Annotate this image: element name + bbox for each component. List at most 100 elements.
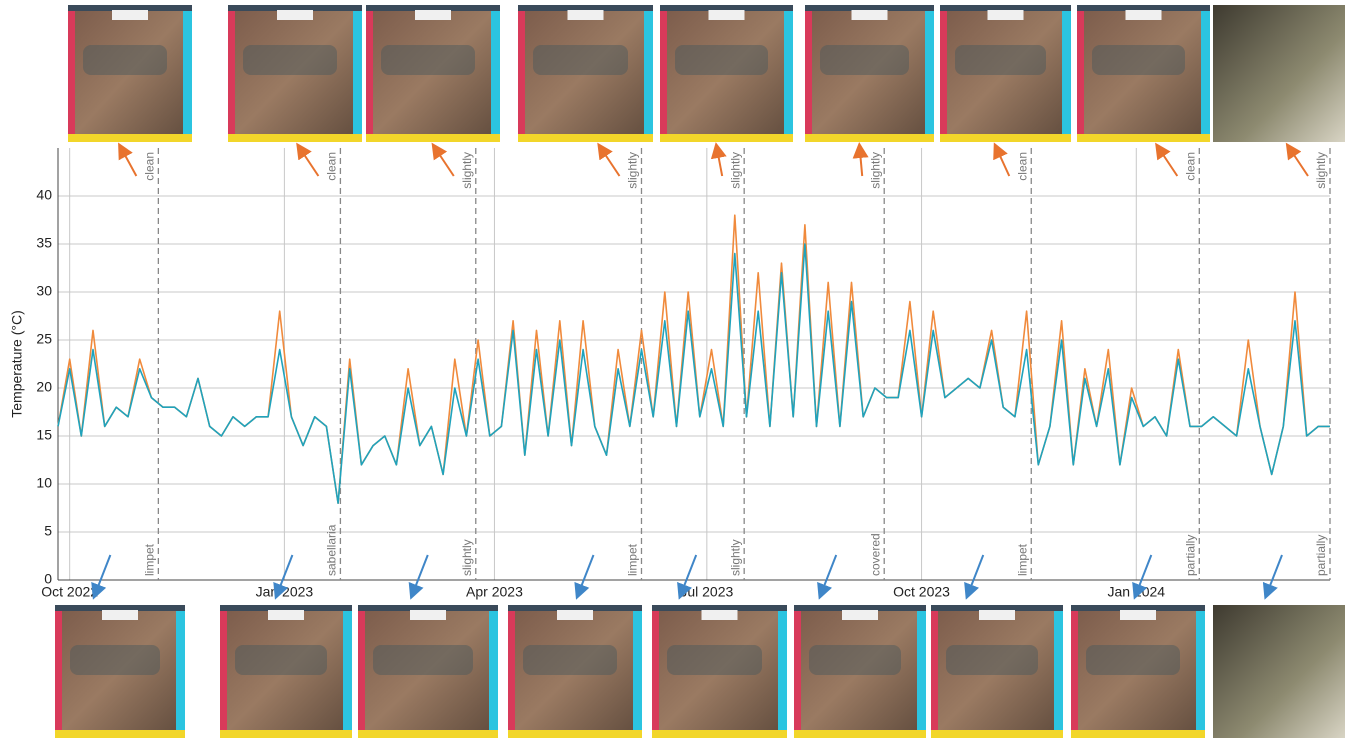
event-top-label: clean bbox=[1183, 152, 1197, 181]
photo-shade bbox=[523, 645, 617, 675]
color-card bbox=[1126, 10, 1162, 20]
color-card bbox=[1120, 610, 1156, 620]
photo-image bbox=[1213, 605, 1345, 738]
photo-shade bbox=[533, 45, 628, 75]
frame-left bbox=[940, 5, 947, 142]
frame-left bbox=[931, 605, 938, 738]
frame-right bbox=[1054, 605, 1063, 738]
photo bbox=[1077, 5, 1210, 142]
event-bottom-label: covered bbox=[868, 533, 882, 576]
frame-bottom bbox=[518, 134, 653, 142]
photo-shade bbox=[809, 645, 901, 675]
frame-left bbox=[1077, 5, 1084, 142]
y-tick-label: 30 bbox=[36, 283, 52, 299]
color-card bbox=[709, 10, 745, 20]
photo-shade bbox=[675, 45, 768, 75]
x-tick-label: Jul 2023 bbox=[680, 584, 733, 600]
frame-right bbox=[644, 5, 653, 142]
photo-shade bbox=[243, 45, 337, 75]
frame-bottom bbox=[805, 134, 934, 142]
frame-bottom bbox=[940, 134, 1071, 142]
arrow bbox=[1266, 555, 1282, 596]
frame-left bbox=[508, 605, 515, 738]
arrow bbox=[298, 146, 318, 176]
color-card bbox=[410, 610, 446, 620]
photo bbox=[652, 605, 787, 738]
color-card bbox=[415, 10, 451, 20]
photo-shade bbox=[1092, 45, 1185, 75]
photo bbox=[228, 5, 362, 142]
event-top-label: clean bbox=[143, 152, 157, 181]
color-card bbox=[268, 610, 304, 620]
photos bbox=[55, 5, 1345, 738]
photo-shade bbox=[70, 645, 160, 675]
frame-bottom bbox=[931, 730, 1063, 738]
plot-area: cleanlimpetcleansabellariaslightlyslight… bbox=[58, 146, 1330, 596]
event-bottom-label: sabellaria bbox=[325, 524, 339, 576]
event-bottom-label: slightly bbox=[460, 539, 474, 576]
photo bbox=[794, 605, 926, 738]
color-card bbox=[557, 610, 593, 620]
frame-bottom bbox=[794, 730, 926, 738]
frame-left bbox=[660, 5, 667, 142]
y-axis-label: Temperature (°C) bbox=[9, 310, 25, 418]
frame-bottom bbox=[660, 134, 793, 142]
frame-left bbox=[805, 5, 812, 142]
frame-bottom bbox=[1077, 134, 1210, 142]
arrow bbox=[717, 146, 723, 176]
photo-image bbox=[1213, 5, 1345, 142]
photo-shade bbox=[83, 45, 167, 75]
event-bottom-label: slightly bbox=[728, 539, 742, 576]
event-top-label: slightly bbox=[460, 152, 474, 189]
arrow bbox=[820, 555, 836, 596]
photo-shade bbox=[381, 45, 475, 75]
photo bbox=[940, 5, 1071, 142]
color-card bbox=[568, 10, 604, 20]
photo bbox=[805, 5, 934, 142]
photo bbox=[508, 605, 642, 738]
photo bbox=[55, 605, 185, 738]
photo bbox=[1213, 605, 1345, 738]
photo bbox=[660, 5, 793, 142]
photo bbox=[1071, 605, 1205, 738]
arrow bbox=[1157, 146, 1177, 176]
frame-right bbox=[343, 605, 352, 738]
y-tick-label: 5 bbox=[44, 523, 52, 539]
photo bbox=[931, 605, 1063, 738]
y-tick-label: 20 bbox=[36, 379, 52, 395]
event-bottom-label: partially bbox=[1183, 535, 1197, 576]
x-tick-label: Oct 2022 bbox=[41, 584, 98, 600]
y-tick-label: 15 bbox=[36, 427, 52, 443]
frame-left bbox=[652, 605, 659, 738]
frame-left bbox=[68, 5, 75, 142]
event-top-label: slightly bbox=[626, 152, 640, 189]
frame-bottom bbox=[228, 134, 362, 142]
frame-left bbox=[55, 605, 62, 738]
frame-bottom bbox=[366, 134, 500, 142]
color-card bbox=[112, 10, 148, 20]
series-line bbox=[58, 244, 1330, 503]
frame-right bbox=[1201, 5, 1210, 142]
chart: 0510152025303540Oct 2022Jan 2023Apr 2023… bbox=[0, 0, 1354, 739]
photo-shade bbox=[373, 645, 473, 675]
color-card bbox=[842, 610, 878, 620]
event-top-label: slightly bbox=[728, 152, 742, 189]
y-tick-label: 25 bbox=[36, 331, 52, 347]
frame-left bbox=[358, 605, 365, 738]
event-top-label: clean bbox=[325, 152, 339, 181]
frame-right bbox=[353, 5, 362, 142]
arrow bbox=[967, 555, 983, 596]
event-top-label: slightly bbox=[1314, 152, 1328, 189]
frame-bottom bbox=[358, 730, 498, 738]
arrow bbox=[120, 146, 136, 176]
frame-right bbox=[917, 605, 926, 738]
photo bbox=[1213, 5, 1345, 142]
frame-left bbox=[228, 5, 235, 142]
y-tick-label: 35 bbox=[36, 235, 52, 251]
photo-shade bbox=[820, 45, 909, 75]
frame-bottom bbox=[55, 730, 185, 738]
x-tick-label: Oct 2023 bbox=[893, 584, 950, 600]
frame-right bbox=[925, 5, 934, 142]
frame-bottom bbox=[652, 730, 787, 738]
photo-shade bbox=[946, 645, 1038, 675]
